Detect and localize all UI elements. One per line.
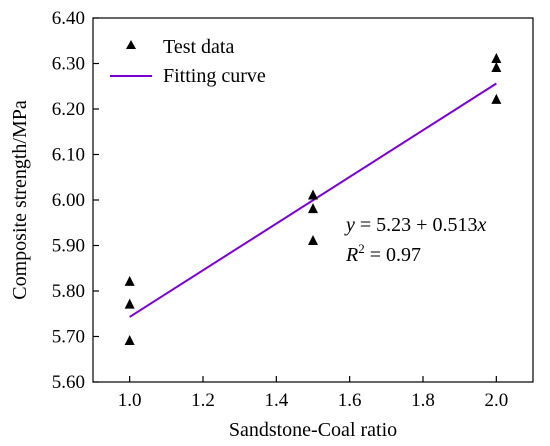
series-layer — [124, 52, 502, 346]
eq-x: x — [476, 214, 486, 236]
r2-text: R2 = 0.97 — [345, 241, 421, 266]
fitting-curve-line — [129, 82, 497, 318]
legend-label-test-data: Test data — [163, 36, 234, 58]
x-tick-label: 1.0 — [118, 390, 142, 411]
r2-r: R — [345, 244, 358, 266]
x-axis-ticks: 1.0 1.2 1.4 1.6 1.8 2.0 — [118, 376, 508, 411]
r2-rhs: = 0.97 — [365, 244, 421, 266]
y-tick-label: 6.30 — [52, 54, 85, 75]
x-tick-label: 1.8 — [411, 390, 435, 411]
eq-rhs: = 5.23 + 0.513 — [355, 214, 478, 236]
y-axis-title: Composite strength/MPa — [9, 100, 31, 300]
x-tick-label: 2.0 — [484, 390, 508, 411]
test-data-point — [308, 203, 318, 214]
legend: Test data Fitting curve — [110, 36, 266, 87]
y-tick-label: 6.10 — [52, 145, 85, 166]
y-tick-label: 5.70 — [52, 327, 85, 348]
legend-label-fitting-curve: Fitting curve — [163, 65, 266, 87]
test-data-point — [491, 52, 502, 63]
x-tick-label: 1.4 — [264, 390, 288, 411]
eq-y: y — [344, 214, 355, 236]
equation-annotation: y = 5.23 + 0.513x R2 = 0.97 — [344, 214, 486, 266]
x-tick-label: 1.2 — [191, 390, 215, 411]
x-axis-title: Sandstone-Coal ratio — [229, 419, 397, 441]
test-data-point — [491, 62, 502, 73]
y-tick-label: 5.80 — [52, 281, 85, 302]
y-tick-label: 5.90 — [52, 236, 85, 257]
y-tick-label: 6.00 — [52, 190, 85, 211]
y-axis-ticks: 5.60 5.70 5.80 5.90 6.00 6.10 6.20 6.30 6.40 — [52, 8, 99, 393]
test-data-point — [308, 189, 318, 200]
y-tick-label: 6.20 — [52, 99, 85, 120]
equation-text: y = 5.23 + 0.513x — [344, 214, 486, 236]
y-tick-label: 6.40 — [52, 8, 85, 29]
test-data-point — [124, 275, 135, 286]
legend-marker-triangle-icon — [126, 40, 136, 49]
test-data-point — [308, 234, 318, 245]
test-data-point — [124, 298, 135, 309]
x-tick-label: 1.6 — [338, 390, 362, 411]
r2-sup: 2 — [358, 241, 365, 256]
test-data-point — [491, 93, 502, 104]
test-data-point — [124, 335, 135, 346]
y-tick-label: 5.60 — [52, 372, 85, 393]
